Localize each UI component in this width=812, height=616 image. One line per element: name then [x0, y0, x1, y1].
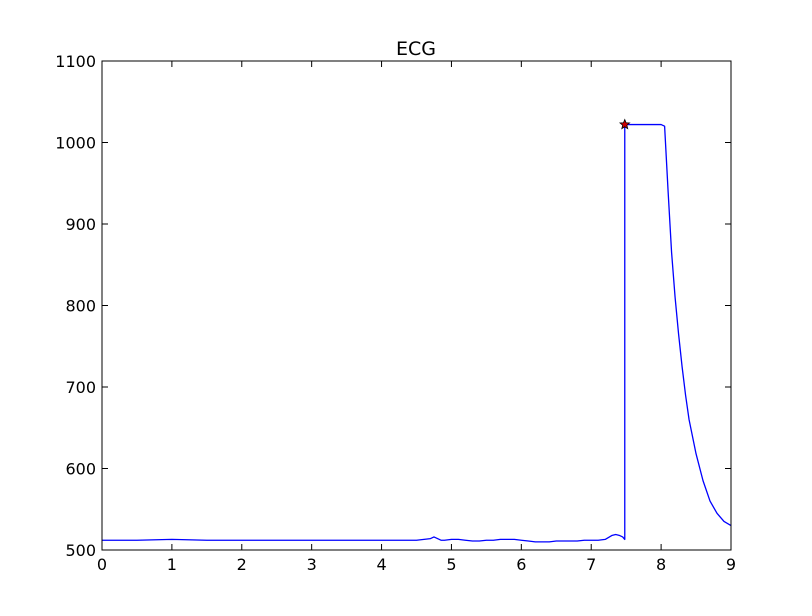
x-tick-label: 2	[237, 555, 247, 574]
x-tick-label: 1	[167, 555, 177, 574]
x-tick-label: 3	[307, 555, 317, 574]
data-layer	[102, 118, 732, 543]
x-tick-label: 7	[586, 555, 596, 574]
peak-marker-0	[618, 118, 631, 130]
y-tick-label: 600	[65, 460, 96, 479]
x-tick-label: 6	[516, 555, 526, 574]
x-tick-label: 5	[446, 555, 456, 574]
x-tick-label: 4	[376, 555, 386, 574]
y-tick-label: 900	[65, 215, 96, 234]
y-tick-label: 700	[65, 378, 96, 397]
y-tick-label: 1000	[55, 134, 96, 153]
axes-layer: 0 1 2 3 4 5 6 7 8 9 500 600 700 800 900 1000 1100	[55, 52, 736, 574]
y-tick-label: 800	[65, 297, 96, 316]
chart-title: ECG	[396, 38, 436, 60]
y-tick-label: 500	[65, 541, 96, 560]
series-line-0	[102, 123, 732, 543]
x-tick-label: 8	[656, 555, 666, 574]
x-tick-label: 0	[97, 555, 107, 574]
x-tick-label: 9	[726, 555, 736, 574]
plot-frame	[101, 60, 732, 551]
y-tick-label: 1100	[55, 52, 96, 71]
